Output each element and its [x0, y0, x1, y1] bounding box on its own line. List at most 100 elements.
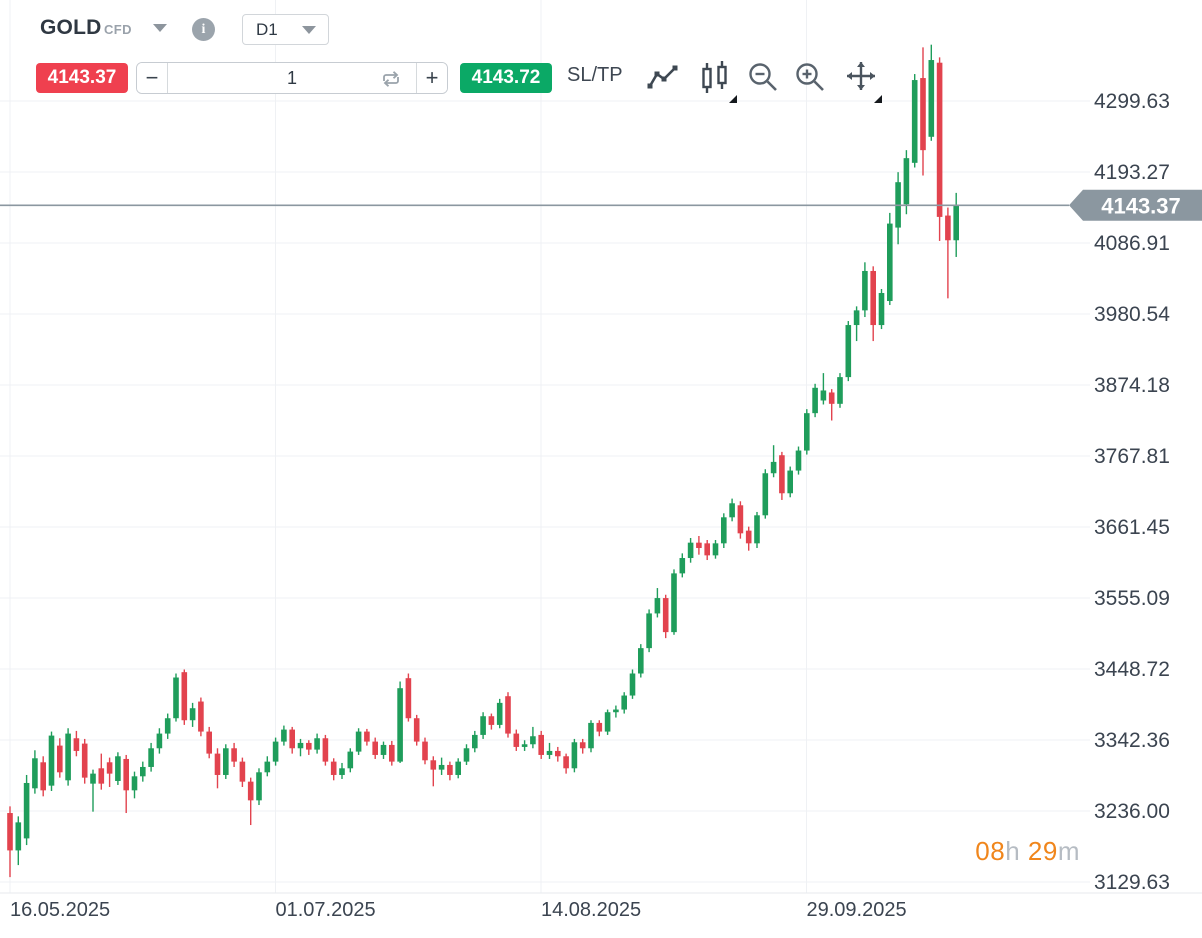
- candle-body: [297, 742, 304, 749]
- y-axis-label: 4193.27: [1094, 161, 1170, 184]
- candle-body: [654, 598, 661, 614]
- y-axis-label: 3129.63: [1094, 871, 1170, 894]
- candle-body: [15, 822, 22, 851]
- candle-body: [521, 744, 528, 747]
- candle-body: [754, 515, 760, 544]
- volume-reset-icon[interactable]: [380, 68, 402, 90]
- candle-body: [820, 390, 827, 401]
- y-axis-label: 3448.72: [1094, 658, 1170, 681]
- candle-body: [953, 205, 959, 241]
- candle-body: [347, 751, 354, 769]
- candle-body: [505, 696, 511, 734]
- candle-body: [40, 762, 46, 791]
- candle-body: [7, 813, 13, 851]
- candle-body: [770, 461, 777, 474]
- candle-body: [588, 722, 594, 749]
- candle-body: [538, 734, 544, 755]
- info-icon[interactable]: i: [192, 18, 215, 41]
- candle-body: [936, 62, 943, 217]
- dropdown-corner-marker: [874, 95, 882, 103]
- candlestick-style-icon[interactable]: [698, 61, 737, 103]
- candle-body: [795, 450, 802, 471]
- candle-body: [662, 598, 669, 633]
- candle-body: [380, 744, 387, 755]
- x-axis-date-label: 01.07.2025: [276, 899, 376, 921]
- timeframe-value: D1: [256, 19, 278, 39]
- candle-body: [372, 741, 378, 755]
- candle-body: [613, 709, 619, 713]
- timeframe-select[interactable]: D1: [242, 14, 329, 45]
- candle-body: [862, 270, 868, 311]
- candle-body: [289, 729, 295, 749]
- candle-body: [696, 542, 702, 549]
- candle-body: [106, 762, 113, 774]
- y-axis-label: 3980.54: [1094, 303, 1170, 326]
- candle-body: [472, 734, 478, 749]
- candle-body: [546, 750, 553, 755]
- candle-body: [596, 722, 603, 732]
- y-axis-label: 4086.91: [1094, 232, 1170, 255]
- candle-body: [530, 736, 536, 745]
- candle-body: [140, 766, 146, 777]
- volume-decrease-button[interactable]: −: [137, 63, 168, 93]
- y-axis-label: 3342.36: [1094, 729, 1170, 752]
- candle-body: [928, 60, 935, 137]
- symbol-name: GOLD: [40, 16, 102, 39]
- pan-icon[interactable]: [843, 61, 882, 103]
- candle-body: [181, 672, 188, 721]
- candle-body: [90, 773, 96, 784]
- line-chart-icon[interactable]: [645, 61, 681, 97]
- candle-body: [447, 764, 453, 775]
- zoom-out-icon[interactable]: [746, 61, 782, 97]
- candle-body: [571, 742, 578, 769]
- countdown-minutes: 29: [1027, 836, 1058, 866]
- timeframe-caret-icon: [302, 25, 316, 34]
- candle-body: [189, 708, 196, 721]
- candle-body: [671, 573, 677, 633]
- candle-body: [629, 673, 636, 696]
- candle-wick: [92, 769, 94, 812]
- candle-body: [712, 543, 719, 556]
- buy-price-button[interactable]: 4143.72: [460, 63, 552, 93]
- sltp-button[interactable]: SL/TP: [567, 64, 623, 86]
- candle-body: [247, 781, 254, 801]
- volume-increase-button[interactable]: +: [416, 63, 447, 93]
- candle-body: [397, 688, 403, 762]
- instrument-type-label: CFD: [104, 22, 132, 37]
- candle-body: [920, 78, 926, 151]
- candle-body: [762, 473, 769, 516]
- symbol-dropdown-caret-icon[interactable]: [153, 24, 167, 32]
- candle-body: [513, 733, 520, 747]
- candle-body: [156, 733, 163, 749]
- y-axis-label: 4299.63: [1094, 90, 1170, 113]
- candle-body: [256, 772, 262, 801]
- volume-field-area: [168, 63, 416, 93]
- candle-body: [646, 613, 652, 649]
- candle-body: [330, 761, 337, 775]
- candle-body: [115, 756, 121, 781]
- candle-body: [621, 695, 627, 710]
- candle-body: [496, 702, 503, 725]
- candle-body: [555, 750, 561, 757]
- candle-body: [687, 542, 694, 559]
- x-axis-date-label: 16.05.2025: [10, 899, 110, 921]
- candle-wick: [831, 389, 833, 421]
- volume-input[interactable]: [168, 63, 416, 93]
- y-axis-label: 3236.00: [1094, 800, 1170, 823]
- candle-body: [322, 738, 329, 762]
- candle-body: [579, 742, 586, 749]
- candle-body: [563, 756, 569, 769]
- candle-body: [878, 293, 885, 326]
- candle-body: [488, 716, 495, 725]
- x-axis-date-label: 14.08.2025: [541, 899, 641, 921]
- candle-body: [887, 223, 893, 302]
- candle-body: [737, 505, 744, 534]
- zoom-in-icon[interactable]: [793, 61, 829, 97]
- sell-price-button[interactable]: 4143.37: [36, 63, 128, 93]
- candle-body: [272, 741, 279, 762]
- candle-body: [231, 748, 237, 762]
- candle-body: [812, 387, 818, 414]
- y-axis-label: 3874.18: [1094, 374, 1170, 397]
